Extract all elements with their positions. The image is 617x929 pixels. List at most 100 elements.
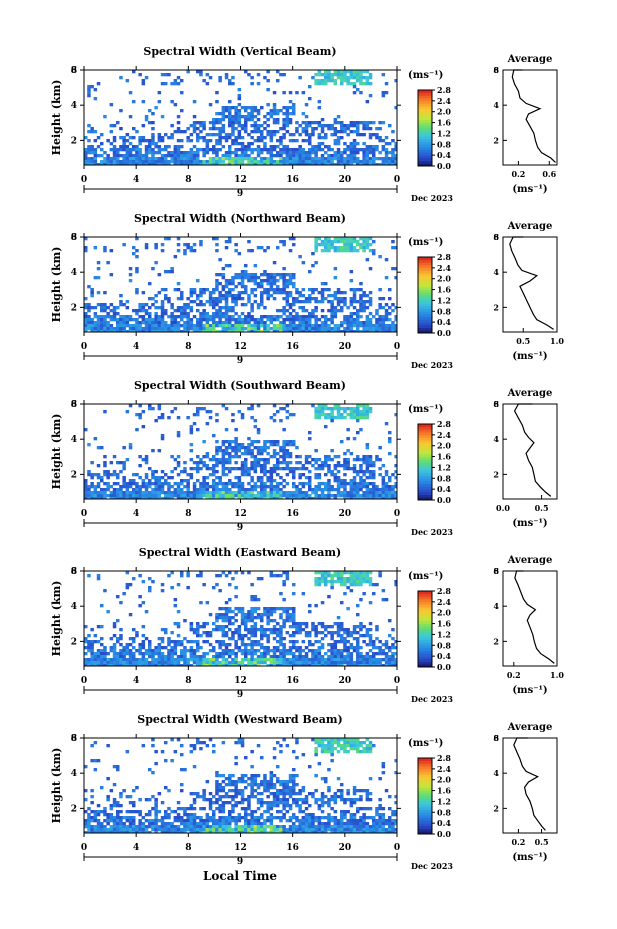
heatmap-cell bbox=[231, 276, 235, 280]
heatmap-cell bbox=[151, 324, 155, 328]
heatmap-cell bbox=[304, 455, 309, 459]
heatmap-cell bbox=[314, 246, 318, 250]
heatmap-cell bbox=[100, 664, 104, 666]
heatmap-cell bbox=[368, 82, 373, 86]
heatmap-cell bbox=[356, 160, 360, 164]
heatmap-cell bbox=[100, 494, 104, 498]
heatmap-cell bbox=[253, 470, 258, 474]
heatmap-cell bbox=[372, 157, 376, 161]
heatmap-cell bbox=[189, 449, 194, 453]
heatmap-cell bbox=[208, 458, 213, 462]
heatmap-cell bbox=[135, 488, 139, 492]
heatmap-cell bbox=[109, 330, 114, 332]
heatmap-cell bbox=[336, 148, 341, 152]
heatmap-cell bbox=[320, 240, 325, 244]
colorbar-tick-label: 2.4 bbox=[437, 96, 451, 106]
heatmap-cell bbox=[87, 664, 91, 666]
heatmap-cell bbox=[240, 279, 245, 283]
heatmap-cell bbox=[384, 276, 389, 280]
heatmap-cell bbox=[266, 160, 270, 164]
heatmap-cell bbox=[260, 655, 264, 659]
heatmap-cell bbox=[132, 661, 136, 665]
heatmap-cell bbox=[327, 240, 331, 244]
heatmap-cell bbox=[132, 100, 136, 104]
colorbar-tick-label: 2.0 bbox=[437, 274, 451, 284]
heatmap-cell bbox=[196, 494, 200, 498]
heatmap-cell bbox=[215, 133, 219, 137]
heatmap-cell bbox=[215, 312, 219, 316]
heatmap-cell bbox=[343, 124, 347, 128]
colorbar-tick-label: 2.8 bbox=[437, 419, 451, 429]
heatmap-cell bbox=[167, 315, 171, 319]
heatmap-cell bbox=[231, 467, 235, 471]
heatmap-cell bbox=[221, 607, 226, 611]
heatmap-cell bbox=[224, 109, 229, 113]
heatmap-cell bbox=[368, 145, 373, 149]
heatmap-cell bbox=[135, 309, 139, 313]
heatmap-cell bbox=[189, 658, 194, 662]
heatmap-cell bbox=[196, 160, 200, 164]
heatmap-cell bbox=[237, 607, 242, 611]
heatmap-cell bbox=[202, 315, 206, 319]
heatmap-cell bbox=[224, 306, 229, 310]
heatmap-cell bbox=[365, 404, 370, 408]
heatmap-cell bbox=[276, 121, 280, 125]
heatmap-cell bbox=[349, 270, 354, 274]
heatmap-cell bbox=[109, 249, 114, 253]
heatmap-cell bbox=[144, 115, 149, 119]
heatmap-cell bbox=[192, 130, 197, 134]
heatmap-cell bbox=[349, 130, 354, 134]
heatmap-cell bbox=[327, 330, 331, 332]
heatmap-cell bbox=[93, 497, 98, 499]
heatmap-cell bbox=[260, 619, 264, 623]
heatmap-cell bbox=[365, 571, 370, 575]
heatmap-cell bbox=[375, 330, 379, 332]
heatmap-cell bbox=[368, 157, 373, 161]
heatmap-cell bbox=[340, 580, 344, 584]
heatmap-cell bbox=[128, 661, 133, 665]
heatmap-cell bbox=[362, 640, 366, 644]
heatmap-cell bbox=[263, 321, 267, 325]
heatmap-cell bbox=[333, 631, 338, 635]
heatmap-cell bbox=[292, 157, 296, 161]
heatmap-cell bbox=[132, 577, 136, 581]
heatmap-cell bbox=[218, 79, 222, 83]
heatmap-cell bbox=[231, 446, 235, 450]
heatmap-cell bbox=[356, 163, 360, 165]
heatmap-cell bbox=[295, 151, 299, 155]
heatmap-cell bbox=[138, 604, 142, 608]
heatmap-cell bbox=[269, 318, 274, 322]
y-tick-label: 2 bbox=[71, 637, 77, 647]
colorbar-segment bbox=[418, 453, 432, 457]
heatmap-cell bbox=[164, 145, 168, 149]
heatmap-cell bbox=[260, 318, 264, 322]
heatmap-cell bbox=[314, 315, 318, 319]
heatmap-cell bbox=[282, 276, 286, 280]
heatmap-cell bbox=[234, 139, 238, 143]
heatmap-cell bbox=[231, 318, 235, 322]
heatmap-cell bbox=[340, 330, 344, 332]
heatmap-cell bbox=[340, 440, 344, 444]
heatmap-cell bbox=[250, 658, 254, 662]
heatmap-cell bbox=[173, 658, 178, 662]
heatmap-cell bbox=[340, 652, 344, 656]
heatmap-cell bbox=[263, 628, 267, 632]
heatmap-cell bbox=[260, 470, 264, 474]
heatmap-cell bbox=[368, 243, 373, 247]
heatmap-cell bbox=[96, 464, 101, 468]
heatmap-cell bbox=[125, 658, 130, 662]
heatmap-cell bbox=[336, 571, 341, 575]
heatmap-cell bbox=[253, 446, 258, 450]
heatmap-cell bbox=[116, 637, 120, 641]
heatmap-cell bbox=[256, 324, 261, 328]
heatmap-cell bbox=[263, 497, 267, 499]
heatmap-cell bbox=[234, 276, 238, 280]
heatmap-cell bbox=[218, 655, 222, 659]
heatmap-cell bbox=[269, 664, 274, 666]
heatmap-cell bbox=[119, 315, 123, 319]
heatmap-cell bbox=[269, 416, 274, 420]
heatmap-cell bbox=[215, 664, 219, 666]
heatmap-cell bbox=[308, 312, 312, 316]
heatmap-cell bbox=[327, 416, 331, 420]
heatmap-cell bbox=[90, 652, 94, 656]
